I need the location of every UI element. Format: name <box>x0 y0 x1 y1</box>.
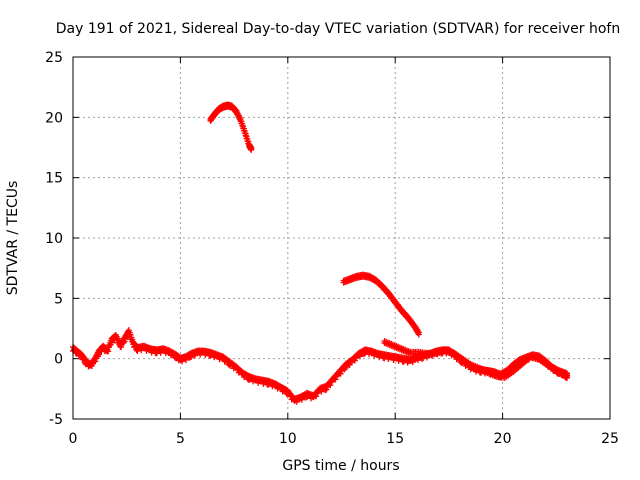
x-tick-label: 5 <box>176 431 185 447</box>
x-axis-label: GPS time / hours <box>282 458 399 474</box>
axis-ticks: 0 5 10 15 20 25 -5 0 5 10 15 20 25 <box>45 50 619 447</box>
grid <box>73 57 610 419</box>
data-point <box>248 144 255 151</box>
y-tick-label: 0 <box>54 352 63 368</box>
x-tick-label: 20 <box>494 431 512 447</box>
x-tick-label: 25 <box>601 431 619 447</box>
data-point <box>415 329 422 336</box>
series-arc-main <box>70 327 571 405</box>
data-point <box>244 135 251 142</box>
series-arc-mid <box>340 271 422 338</box>
data-point <box>564 372 571 379</box>
x-tick-label: 0 <box>69 431 78 447</box>
data-point <box>241 128 248 135</box>
data-point <box>245 138 252 145</box>
y-tick-label: 10 <box>45 231 63 247</box>
y-tick-label: 25 <box>45 50 63 66</box>
data-series <box>70 101 571 405</box>
data-point <box>243 133 250 140</box>
x-tick-label: 10 <box>279 431 297 447</box>
series-arc-high <box>207 101 255 153</box>
y-tick-label: -5 <box>49 412 63 428</box>
series-arc-low-b <box>381 337 571 381</box>
y-tick-label: 15 <box>45 171 63 187</box>
plot-frame <box>72 56 611 420</box>
y-axis-label: SDTVAR / TECUs <box>5 181 21 296</box>
y-tick-label: 20 <box>45 110 63 126</box>
data-point <box>242 130 249 137</box>
chart-title: Day 191 of 2021, Sidereal Day-to-day VTE… <box>56 21 620 37</box>
y-tick-label: 5 <box>54 291 63 307</box>
x-tick-label: 15 <box>386 431 404 447</box>
